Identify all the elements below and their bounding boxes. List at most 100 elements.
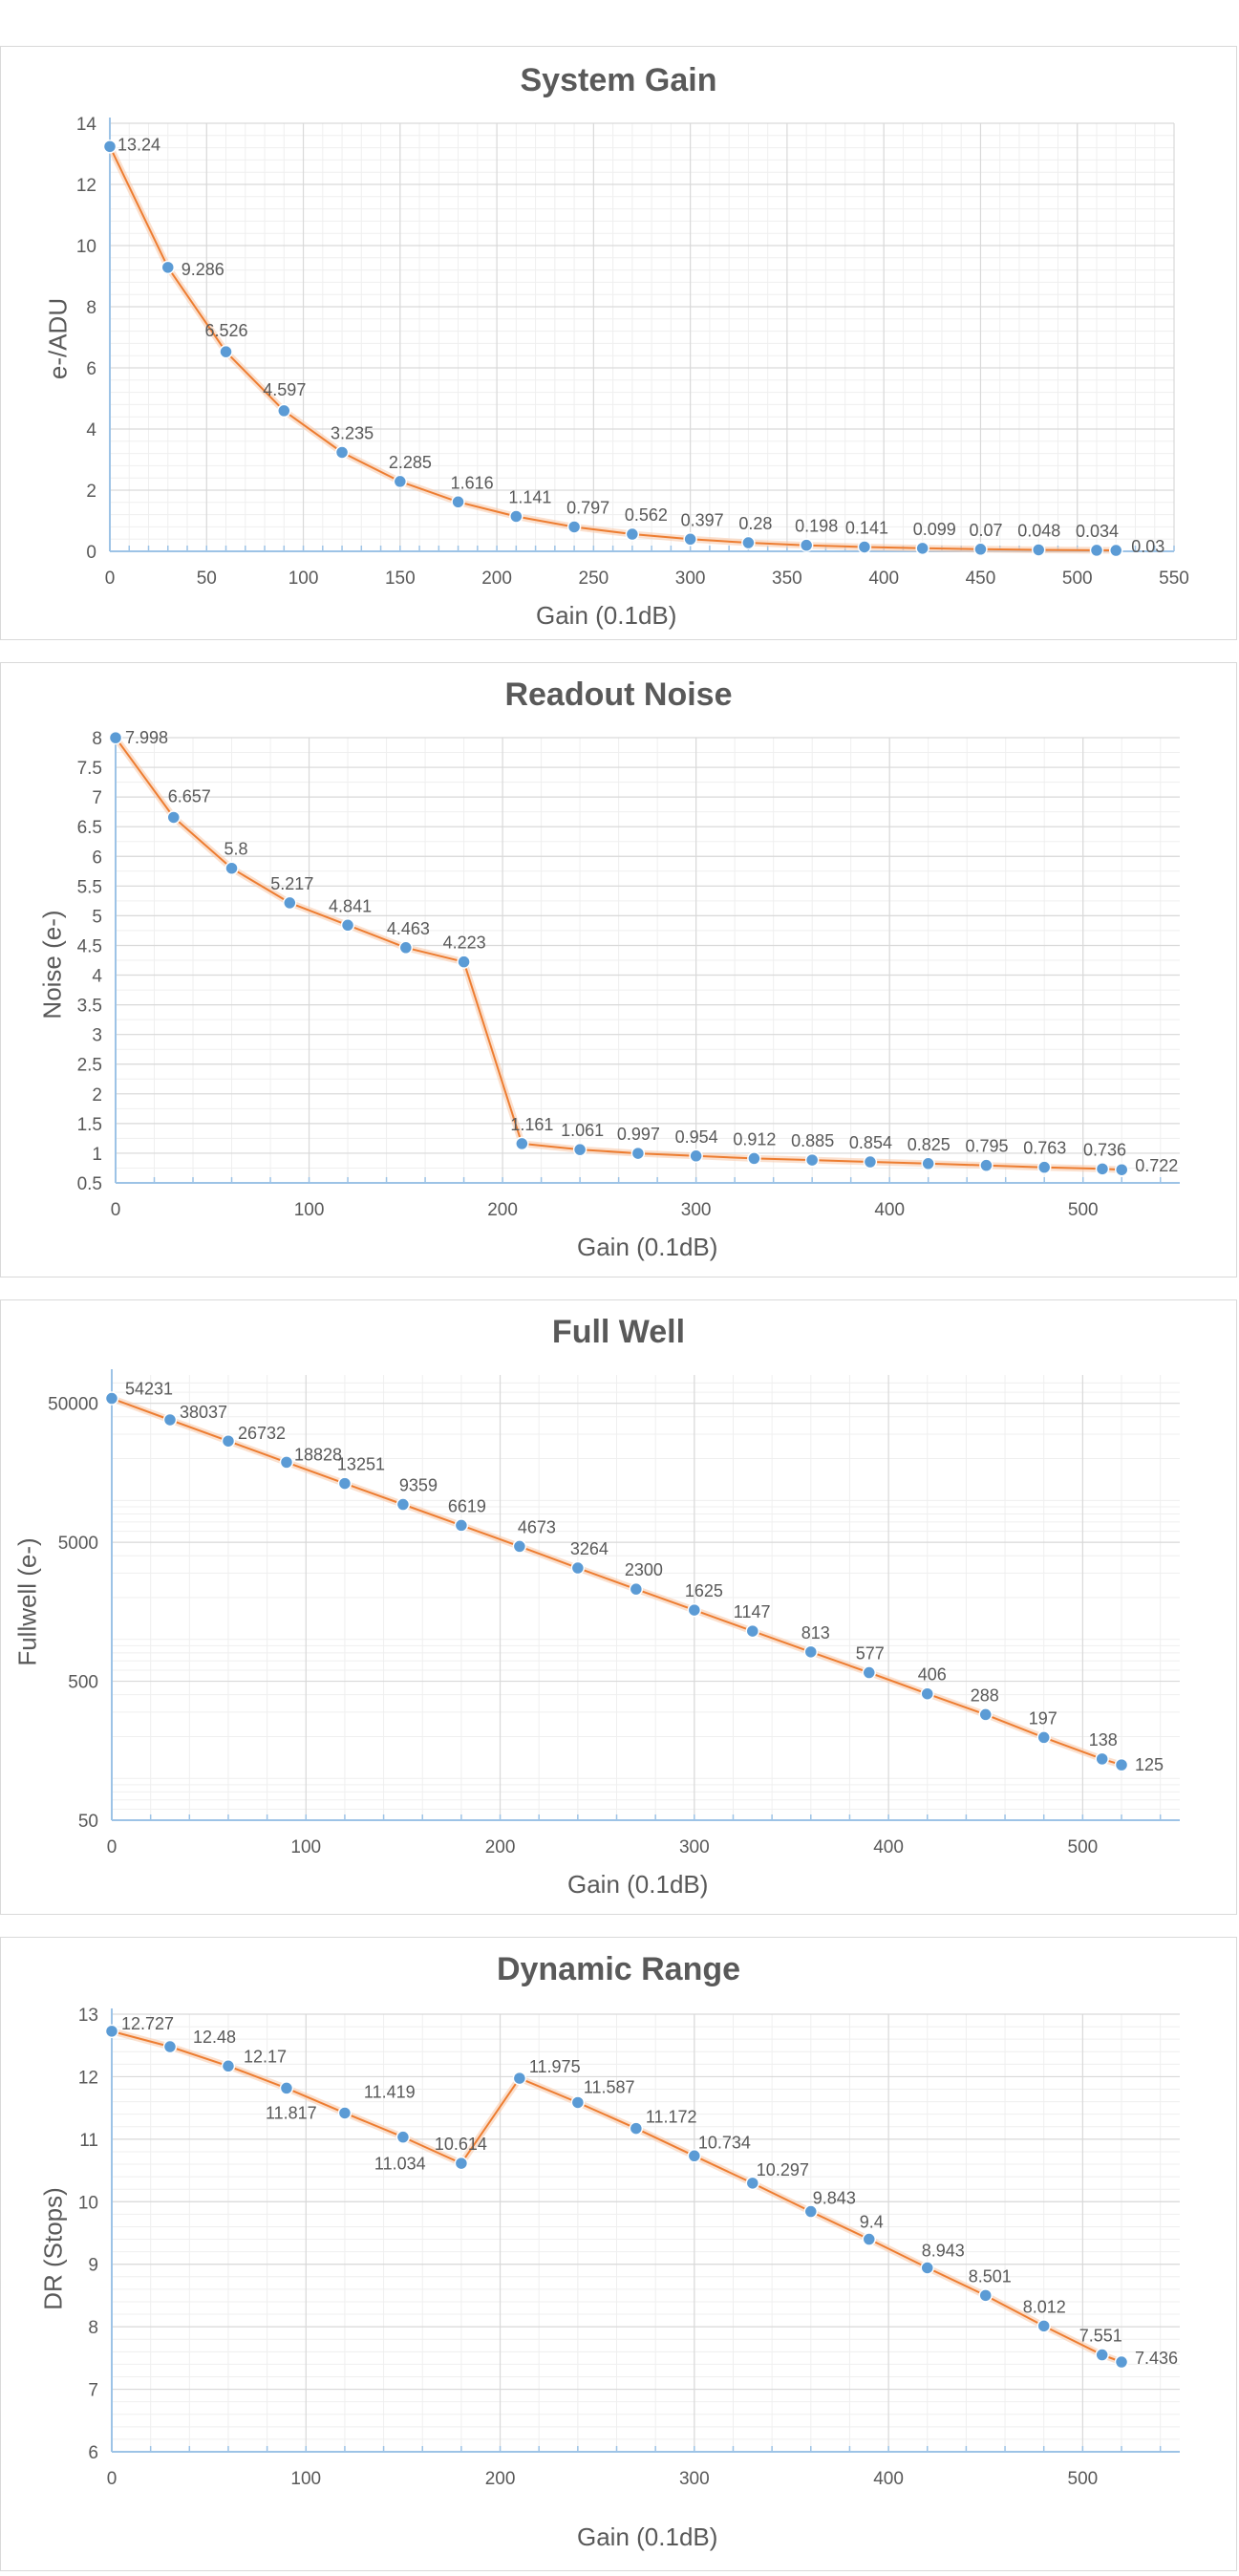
data-label: 5.217 xyxy=(270,874,313,893)
x-tick-label: 250 xyxy=(579,569,609,589)
data-label: 0.825 xyxy=(908,1135,951,1154)
data-label: 4.223 xyxy=(443,934,486,953)
data-point xyxy=(630,1146,646,1161)
y-tick-label: 8 xyxy=(92,729,102,749)
data-label: 8.501 xyxy=(969,2266,1012,2286)
data-point xyxy=(572,1142,587,1157)
x-tick-label: 200 xyxy=(485,1837,516,1857)
data-point xyxy=(857,540,872,554)
y-tick-label: 9 xyxy=(88,2256,98,2276)
data-point xyxy=(1095,1751,1109,1767)
data-point xyxy=(1089,543,1104,558)
data-point xyxy=(279,2081,294,2095)
data-point xyxy=(398,940,414,955)
data-point xyxy=(108,730,123,745)
data-label: 11.587 xyxy=(584,2077,635,2096)
data-label: 3.235 xyxy=(331,423,374,442)
data-label: 12.727 xyxy=(121,2014,174,2033)
major-gridlines xyxy=(111,2013,1180,2453)
data-label: 0.03 xyxy=(1131,537,1164,556)
y-tick-label: 7 xyxy=(92,788,102,808)
y-tick-label: 2 xyxy=(92,1085,102,1106)
y-tick-label: 6 xyxy=(92,848,102,868)
data-point xyxy=(625,526,640,542)
x-axis-title: Gain (0.1dB) xyxy=(536,601,677,630)
chart-panel-readout-noise: 0 100 200 300 400 500 0.5 1 1.5 2 2.5 3 3.5 4 4.5 5 5.5 6… xyxy=(0,662,1237,1277)
data-point xyxy=(570,2095,586,2110)
data-point xyxy=(162,2039,178,2054)
data-label: 26732 xyxy=(238,1424,286,1443)
data-point xyxy=(166,810,182,825)
data-label: 0.795 xyxy=(965,1137,1008,1156)
data-label: 0.763 xyxy=(1023,1139,1066,1158)
x-tick-label: 300 xyxy=(679,1837,710,1857)
data-label: 6.657 xyxy=(168,786,211,805)
y-tick-label: 1.5 xyxy=(77,1115,102,1135)
data-label: 1147 xyxy=(734,1602,771,1621)
data-point xyxy=(395,1497,411,1512)
y-tick-label: 0.5 xyxy=(77,1174,102,1194)
data-label: 9.4 xyxy=(860,2213,884,2232)
y-tick-label: 1 xyxy=(92,1145,102,1165)
data-point xyxy=(454,2156,469,2171)
major-gridlines xyxy=(109,122,1175,552)
x-tick-label: 350 xyxy=(772,569,802,589)
data-point xyxy=(689,1148,703,1164)
y-tick-label: 10 xyxy=(76,237,96,257)
y-axis-title: Fullwell (e-) xyxy=(12,1537,42,1666)
y-tick-label: 4 xyxy=(92,967,102,987)
data-point xyxy=(1095,1162,1110,1176)
minor-gridlines xyxy=(115,737,1180,1184)
data-point xyxy=(687,1602,702,1618)
y-tick-label: 7.5 xyxy=(77,759,102,779)
data-label: 18828 xyxy=(294,1445,342,1464)
data-label: 0.736 xyxy=(1083,1140,1126,1159)
x-tick-label: 0 xyxy=(111,1200,121,1220)
data-point xyxy=(454,1518,469,1533)
y-tick-label: 4 xyxy=(86,420,96,440)
data-point xyxy=(683,532,697,547)
x-tick-label: 550 xyxy=(1159,569,1189,589)
data-point xyxy=(629,1581,644,1597)
data-label: 13251 xyxy=(337,1455,385,1474)
data-label: 8.012 xyxy=(1023,2297,1066,2316)
chart-panel-full-well: 0 100 200 300 400 500 50 500 5000 50000 54231 38037… xyxy=(0,1299,1237,1915)
x-axis-title: Gain (0.1dB) xyxy=(577,1233,718,1261)
data-label: 4.841 xyxy=(329,896,372,915)
chart-svg-readout-noise: 0 100 200 300 400 500 0.5 1 1.5 2 2.5 3 3.5 4 4.5 5 5.5 6… xyxy=(77,728,1180,1220)
y-tick-label: 50 xyxy=(78,1812,98,1832)
data-point xyxy=(1114,1162,1129,1177)
data-label: 138 xyxy=(1089,1730,1118,1750)
y-tick-label: 3 xyxy=(92,1026,102,1046)
data-label: 11.034 xyxy=(374,2155,426,2174)
axis-ticks xyxy=(115,1177,1162,1183)
data-point xyxy=(862,1665,877,1680)
y-tick-label: 6 xyxy=(86,359,96,379)
data-label: 3264 xyxy=(570,1539,609,1558)
data-label: 0.885 xyxy=(791,1131,834,1150)
y-tick-label: 0 xyxy=(86,543,96,563)
y-axis-title: DR (Stops) xyxy=(38,2187,68,2310)
data-label: 577 xyxy=(856,1644,885,1664)
y-tick-label: 6.5 xyxy=(77,818,102,838)
data-point xyxy=(395,2130,411,2144)
data-point xyxy=(979,1158,993,1172)
data-point xyxy=(862,2232,877,2246)
x-tick-label: 200 xyxy=(485,2469,516,2489)
data-point xyxy=(803,1644,819,1660)
minor-gridlines xyxy=(109,122,1175,552)
data-label: 11.975 xyxy=(529,2057,581,2076)
chart-panel-system-gain: 0 50 100 150 200 250 300 350 400 450 500 550 0 2 4 6 8 10… xyxy=(0,46,1237,640)
data-point xyxy=(104,1391,119,1406)
x-tick-label: 500 xyxy=(1068,1837,1099,1857)
data-point xyxy=(803,2204,819,2219)
data-label: 0.854 xyxy=(849,1133,892,1152)
data-label: 406 xyxy=(918,1665,947,1685)
data-label: 2.285 xyxy=(389,453,432,472)
data-label: 11.419 xyxy=(364,2082,416,2101)
data-point xyxy=(219,344,233,359)
y-axis-title: Noise (e-) xyxy=(37,910,67,1020)
data-point xyxy=(920,1686,934,1701)
data-point xyxy=(687,2149,702,2163)
y-tick-label: 6 xyxy=(88,2443,98,2463)
